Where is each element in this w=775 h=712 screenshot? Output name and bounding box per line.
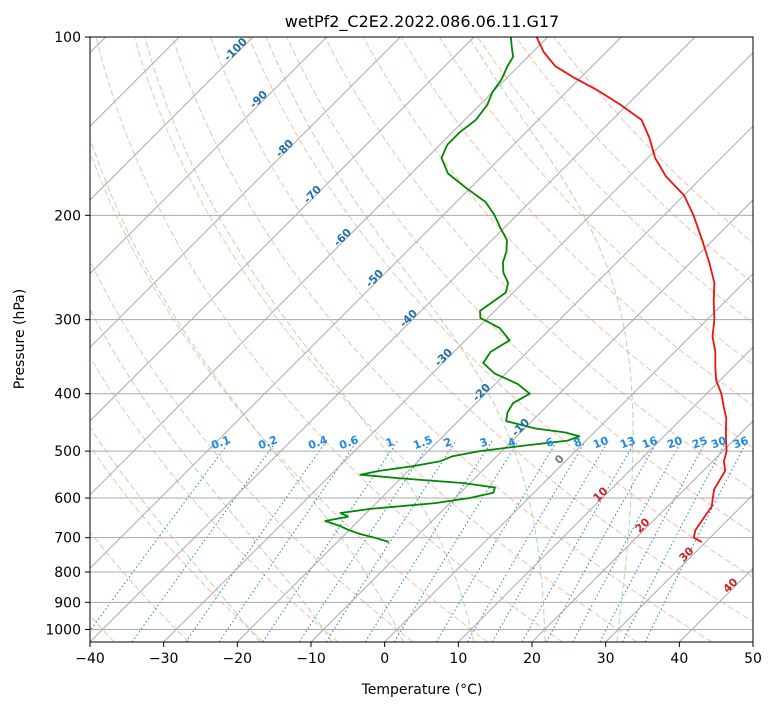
mixing-ratio-label: 10 bbox=[591, 434, 610, 452]
isotherm bbox=[753, 37, 775, 642]
dry-adiabat-label: -20 bbox=[470, 381, 493, 404]
dry-adiabat-label: -60 bbox=[331, 226, 354, 249]
isotherm bbox=[0, 37, 474, 642]
mixing-ratio-label: 13 bbox=[618, 434, 637, 451]
mixing-ratio-line bbox=[492, 441, 608, 642]
dry-adiabat-label: 40 bbox=[721, 575, 741, 595]
dry-adiabat bbox=[554, 37, 775, 642]
x-tick-label: 0 bbox=[380, 651, 389, 667]
mixing-ratio-label: 25 bbox=[690, 434, 709, 451]
mixing-ratio-label: 0.1 bbox=[209, 433, 232, 452]
dry-adiabat-label: 10 bbox=[591, 484, 611, 504]
profile-lines bbox=[325, 37, 726, 542]
y-tick-label: 400 bbox=[54, 387, 81, 403]
x-tick-label: 10 bbox=[449, 651, 467, 667]
mixing-ratio-line bbox=[82, 441, 231, 642]
isotherm bbox=[458, 37, 775, 642]
x-tick-label: 20 bbox=[523, 651, 541, 667]
chart-title: wetPf2_C2E2.2022.086.06.11.G17 bbox=[285, 12, 559, 32]
y-tick-label: 500 bbox=[54, 444, 81, 460]
mixing-ratio-label: 0.4 bbox=[306, 433, 329, 452]
dry-adiabat-label: -50 bbox=[363, 267, 386, 290]
dry-adiabat bbox=[0, 37, 264, 642]
moist-adiabat bbox=[0, 37, 260, 642]
mixing-ratio-label: 16 bbox=[640, 434, 659, 452]
isotherm bbox=[0, 37, 253, 642]
y-tick-label: 700 bbox=[54, 531, 81, 547]
y-tick-label: 1000 bbox=[45, 622, 81, 638]
dry-adiabat bbox=[0, 37, 189, 642]
mixing-ratio-label: 8 bbox=[572, 435, 584, 450]
x-tick-label: 50 bbox=[744, 651, 762, 667]
dry-adiabat bbox=[0, 37, 338, 642]
y-tick-label: 300 bbox=[54, 313, 81, 329]
mixing-ratio-line bbox=[219, 441, 357, 642]
isotherm bbox=[532, 37, 775, 642]
mixing-ratio-line bbox=[394, 441, 519, 642]
x-axis-label: Temperature (°C) bbox=[361, 682, 483, 698]
mixing-ratio-label: 3 bbox=[478, 435, 490, 450]
x-tick-label: −10 bbox=[296, 651, 326, 667]
dry-adiabat bbox=[20, 37, 413, 642]
dry-adiabat-label: -90 bbox=[247, 88, 270, 111]
x-tick-label: −20 bbox=[223, 651, 253, 667]
moist-adiabat bbox=[469, 37, 633, 642]
mixing-ratio-line bbox=[600, 441, 706, 642]
mixing-ratio-line bbox=[326, 441, 456, 642]
dry-adiabat-label: -70 bbox=[301, 183, 324, 206]
dry-adiabat-label: 0 bbox=[552, 452, 567, 467]
dry-adiabat-label: -100 bbox=[221, 35, 250, 64]
x-tick-label: 40 bbox=[670, 651, 688, 667]
isotherm bbox=[90, 37, 695, 642]
y-tick-label: 800 bbox=[54, 565, 81, 581]
moist-adiabat bbox=[4, 37, 332, 642]
dry-adiabat-label: 20 bbox=[633, 515, 653, 535]
y-axis-label: Pressure (hPa) bbox=[12, 289, 28, 389]
moist-adiabat bbox=[64, 37, 403, 642]
y-tick-label: 600 bbox=[54, 491, 81, 507]
dry-adiabat bbox=[134, 37, 637, 642]
x-tick-label: −30 bbox=[149, 651, 179, 667]
y-tick-label: 200 bbox=[54, 208, 81, 224]
mixing-ratio-label: 1.5 bbox=[411, 433, 434, 452]
isotherm bbox=[0, 37, 327, 642]
mixing-ratio-label: 2 bbox=[442, 435, 454, 450]
mixing-ratio-line bbox=[186, 441, 327, 642]
temperature-line bbox=[537, 37, 727, 542]
isotherm bbox=[0, 37, 400, 642]
dry-adiabat-label: 30 bbox=[677, 544, 697, 564]
dry-adiabat-label: -40 bbox=[397, 307, 420, 330]
mixing-ratio-label: 20 bbox=[665, 434, 684, 452]
isotherm bbox=[237, 37, 775, 642]
x-tick-label: 30 bbox=[597, 651, 615, 667]
isotherm bbox=[311, 37, 775, 642]
mixing-ratio-label: 36 bbox=[731, 434, 750, 452]
mixing-ratio-label: 0.2 bbox=[256, 433, 279, 452]
isotherm bbox=[16, 37, 621, 642]
mixing-ratio-label: 1 bbox=[384, 435, 396, 450]
dry-adiabat bbox=[58, 37, 488, 642]
y-tick-label: 900 bbox=[54, 595, 81, 611]
y-tick-label: 100 bbox=[54, 30, 81, 46]
background-lines bbox=[0, 37, 775, 642]
mixing-ratio-line bbox=[645, 441, 747, 642]
dry-adiabat-label: -30 bbox=[432, 346, 455, 369]
x-tick-label: −40 bbox=[75, 651, 105, 667]
mixing-ratio-line bbox=[622, 441, 726, 642]
dry-adiabat-label: -80 bbox=[273, 137, 296, 160]
